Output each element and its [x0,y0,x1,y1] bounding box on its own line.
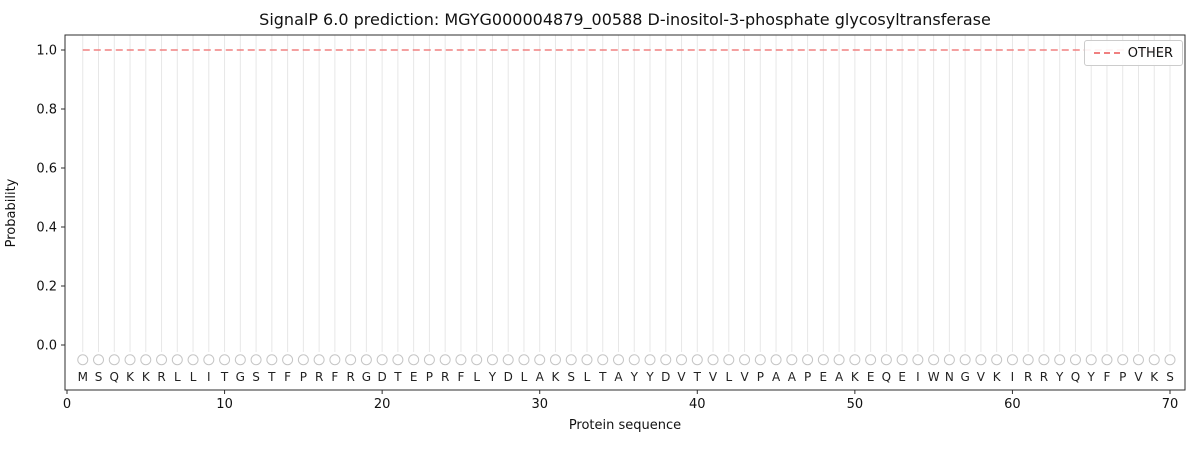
svg-text:I: I [916,370,920,384]
svg-text:L: L [473,370,480,384]
svg-text:T: T [598,370,607,384]
svg-text:1.0: 1.0 [36,44,57,59]
legend: OTHER [1083,40,1183,66]
svg-text:N: N [945,370,954,384]
svg-text:S: S [252,370,260,384]
svg-text:V: V [1134,370,1143,384]
svg-text:S: S [567,370,575,384]
svg-text:T: T [693,370,702,384]
svg-text:K: K [126,370,135,384]
svg-text:20: 20 [374,397,391,412]
svg-text:Y: Y [1055,370,1064,384]
svg-text:P: P [426,370,433,384]
svg-text:0.0: 0.0 [36,339,57,354]
svg-text:D: D [378,370,387,384]
svg-text:E: E [820,370,828,384]
svg-text:R: R [1024,370,1032,384]
svg-text:T: T [267,370,276,384]
svg-text:10: 10 [216,397,233,412]
svg-text:R: R [1040,370,1048,384]
svg-text:I: I [1011,370,1015,384]
svg-text:M: M [78,370,88,384]
svg-text:Y: Y [1087,370,1096,384]
svg-text:L: L [190,370,197,384]
svg-text:0.4: 0.4 [36,221,57,236]
svg-text:F: F [284,370,291,384]
y-ticks: 0.0 0.2 0.4 0.6 0.8 1.0 [36,44,65,354]
svg-text:L: L [725,370,732,384]
svg-text:A: A [788,370,797,384]
svg-text:Q: Q [882,370,891,384]
svg-text:R: R [315,370,323,384]
svg-text:0: 0 [63,397,71,412]
svg-text:G: G [961,370,970,384]
svg-text:S: S [95,370,103,384]
svg-text:K: K [552,370,561,384]
x-axis-label: Protein sequence [568,418,682,433]
svg-text:F: F [1104,370,1111,384]
svg-text:R: R [346,370,354,384]
svg-text:K: K [142,370,151,384]
svg-text:30: 30 [531,397,548,412]
svg-text:D: D [661,370,670,384]
gridlines [82,35,1171,352]
svg-text:K: K [1150,370,1159,384]
svg-text:P: P [757,370,764,384]
residue-markers [77,354,1176,366]
svg-text:E: E [410,370,418,384]
svg-text:T: T [393,370,402,384]
svg-text:0.2: 0.2 [36,280,57,295]
svg-text:50: 50 [847,397,864,412]
legend-dash-sample-icon [1093,52,1120,54]
svg-text:D: D [504,370,513,384]
svg-text:R: R [157,370,165,384]
svg-text:V: V [677,370,686,384]
svg-text:A: A [536,370,545,384]
svg-text:K: K [993,370,1002,384]
svg-text:P: P [1119,370,1126,384]
y-axis-label: Probability [4,178,19,247]
svg-text:0.8: 0.8 [36,103,57,118]
svg-text:K: K [851,370,860,384]
svg-text:V: V [709,370,718,384]
svg-text:0.6: 0.6 [36,162,57,177]
svg-text:A: A [772,370,781,384]
svg-text:W: W [928,370,940,384]
svg-text:F: F [331,370,338,384]
chart-title: SignalP 6.0 prediction: MGYG000004879_00… [259,10,991,29]
svg-text:F: F [457,370,464,384]
svg-text:L: L [521,370,528,384]
svg-text:A: A [835,370,844,384]
svg-text:T: T [220,370,229,384]
svg-text:70: 70 [1162,397,1179,412]
svg-text:P: P [804,370,811,384]
svg-text:Y: Y [645,370,654,384]
svg-text:I: I [207,370,211,384]
svg-text:G: G [236,370,245,384]
svg-text:S: S [1166,370,1174,384]
svg-text:40: 40 [689,397,706,412]
svg-text:E: E [898,370,906,384]
svg-text:L: L [174,370,181,384]
svg-text:Q: Q [1071,370,1080,384]
svg-text:G: G [362,370,371,384]
svg-text:E: E [867,370,875,384]
x-ticks: 0 10 20 30 40 50 60 70 [63,390,1178,412]
svg-text:Y: Y [630,370,639,384]
svg-text:V: V [740,370,749,384]
svg-text:Q: Q [110,370,119,384]
svg-text:R: R [441,370,449,384]
svg-text:A: A [614,370,623,384]
svg-text:P: P [300,370,307,384]
svg-text:V: V [977,370,986,384]
svg-text:L: L [584,370,591,384]
svg-text:Y: Y [488,370,497,384]
plot-border [64,34,1186,391]
legend-label: OTHER [1127,45,1173,61]
svg-text:60: 60 [1004,397,1021,412]
